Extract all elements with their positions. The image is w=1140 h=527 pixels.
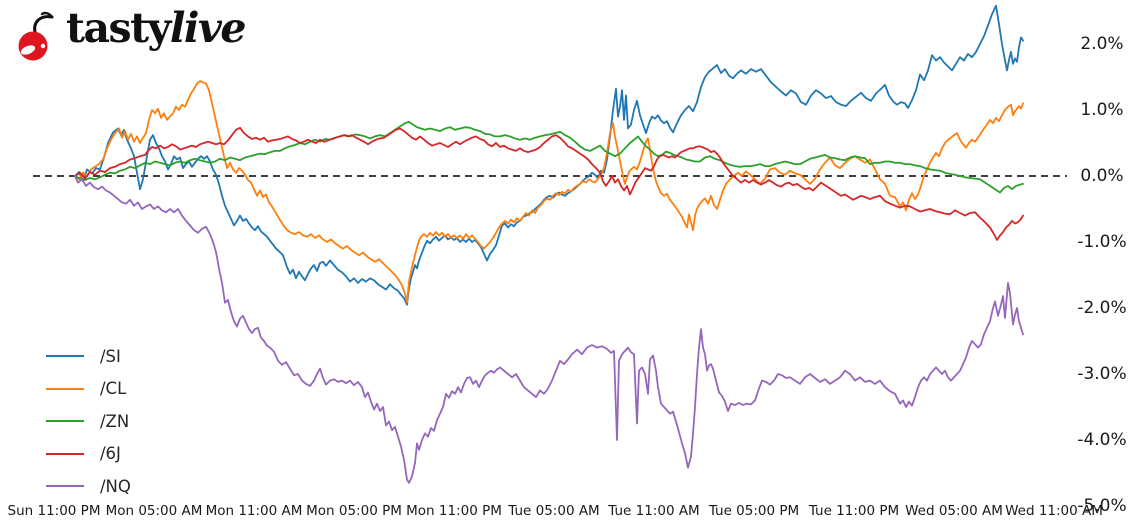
logo-text: tastylive — [66, 4, 247, 52]
x-tick-label: Wed 05:00 AM — [905, 503, 1003, 519]
legend-label-cl: /CL — [100, 379, 127, 399]
x-tick-label: Mon 11:00 PM — [406, 503, 502, 519]
legend-label-zn: /ZN — [100, 411, 130, 431]
y-tick-label: -4.0% — [1077, 430, 1127, 450]
y-tick-label: -2.0% — [1077, 298, 1127, 318]
legend-swatch-nq — [46, 485, 84, 488]
x-tick-label: Tue 05:00 PM — [708, 503, 800, 519]
cherry-icon — [18, 11, 54, 61]
y-tick-label: 1.0% — [1080, 100, 1124, 120]
y-tick-label: -1.0% — [1077, 232, 1127, 252]
x-tick-label: Sun 11:00 PM — [7, 503, 101, 519]
legend-swatch-si — [46, 355, 84, 358]
legend-item-zn: /ZN — [46, 405, 131, 438]
legend-item-nq: /NQ — [46, 470, 131, 503]
chart-legend: /SI/CL/ZN/6J/NQ — [46, 340, 131, 503]
legend-swatch-cl — [46, 387, 84, 390]
x-tick-label: Tue 05:00 AM — [508, 503, 600, 519]
legend-swatch-zn — [46, 420, 84, 423]
legend-item-6j: /6J — [46, 438, 131, 471]
series-line-6j — [74, 126, 1024, 241]
x-tick-label: Tue 11:00 AM — [608, 503, 700, 519]
legend-label-6j: /6J — [100, 444, 121, 464]
x-tick-label: Mon 11:00 AM — [205, 503, 303, 519]
x-tick-label: Wed 11:00 AM — [1005, 503, 1103, 519]
y-tick-label: 2.0% — [1080, 34, 1124, 54]
legend-swatch-6j — [46, 452, 84, 455]
y-tick-label: -5.0% — [1077, 496, 1127, 516]
legend-label-si: /SI — [100, 346, 121, 366]
tastylive-logo: tastylive — [10, 4, 247, 64]
x-tick-label: Mon 05:00 AM — [105, 503, 203, 519]
y-tick-label: -3.0% — [1077, 364, 1127, 384]
x-tick-label: Mon 05:00 PM — [306, 503, 402, 519]
legend-item-si: /SI — [46, 340, 131, 373]
legend-item-cl: /CL — [46, 373, 131, 406]
logo-text-live: live — [169, 4, 247, 52]
x-tick-label: Tue 11:00 PM — [808, 503, 900, 519]
series-line-nq — [74, 175, 1024, 484]
legend-label-nq: /NQ — [100, 476, 131, 496]
series-line-zn — [74, 121, 1024, 194]
logo-text-tasty: tasty — [66, 4, 171, 52]
y-tick-label: 0.0% — [1080, 166, 1124, 186]
series-line-cl — [74, 80, 1024, 304]
